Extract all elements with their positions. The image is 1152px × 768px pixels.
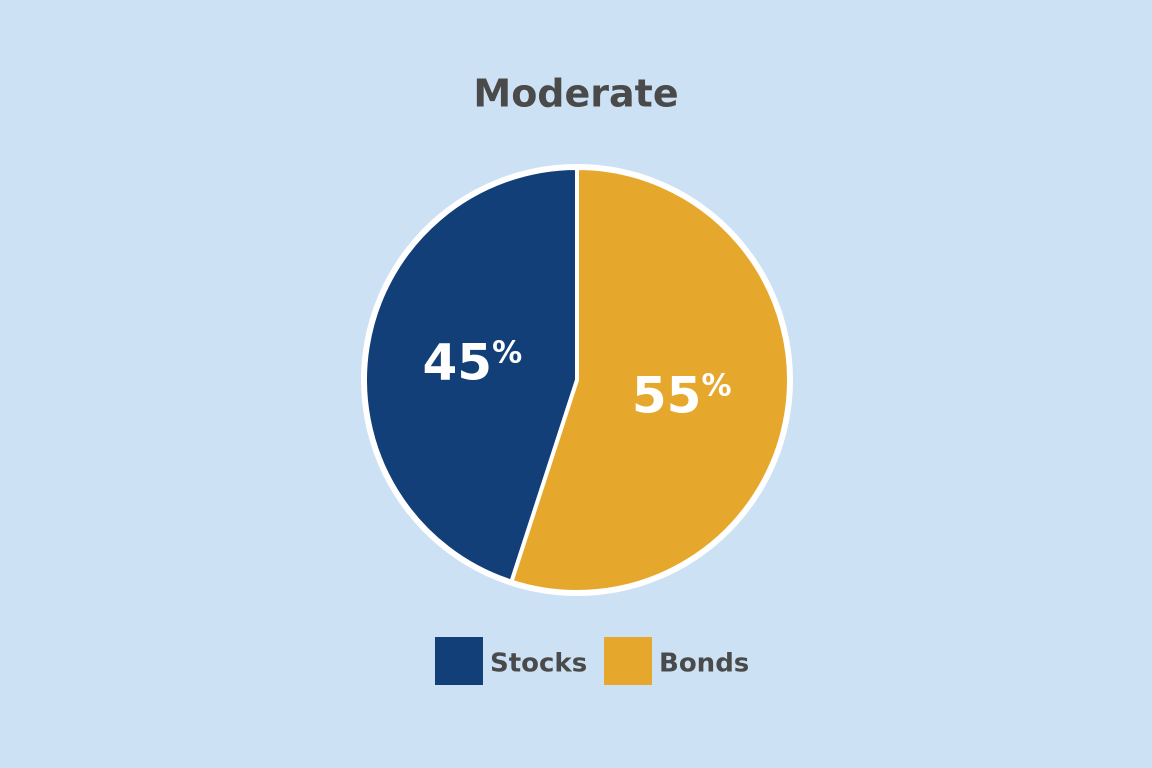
- legend-label: Stocks: [490, 649, 587, 679]
- legend-swatch: [435, 637, 483, 685]
- data-label: 55%: [632, 366, 732, 424]
- pie-slice: [509, 166, 791, 594]
- chart-title: Moderate: [473, 72, 678, 116]
- legend-label: Bonds: [659, 649, 749, 679]
- pie-slice: [363, 166, 579, 584]
- data-label: 45%: [422, 333, 522, 391]
- legend-swatch: [604, 637, 652, 685]
